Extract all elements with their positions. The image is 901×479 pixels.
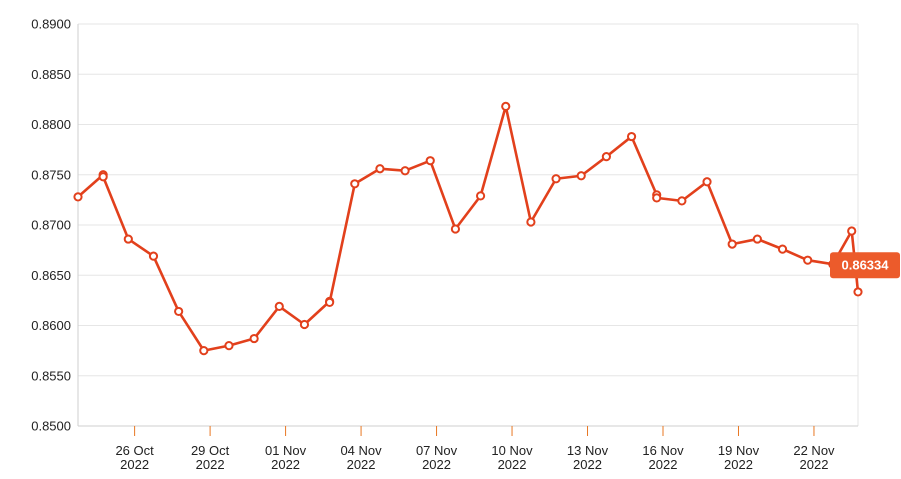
x-tick-label-year: 2022: [724, 457, 753, 472]
x-tick-label-year: 2022: [573, 457, 602, 472]
data-point: [847, 226, 857, 236]
data-point: [98, 172, 108, 182]
y-tick-label: 0.8800: [31, 117, 71, 132]
data-point: [299, 319, 310, 330]
x-tick-label-year: 2022: [347, 457, 376, 472]
x-tick-label-date: 13 Nov: [567, 443, 609, 458]
last-value-label: 0.86334: [830, 252, 900, 279]
y-axis-tick-labels: 0.8500 0.8550 0.8600 0.8650 0.8700 0.8750 0.88…: [31, 17, 71, 434]
x-tick-label-date: 29 Oct: [191, 443, 230, 458]
data-point: [576, 171, 586, 181]
data-point: [400, 166, 410, 176]
data-point: [803, 255, 813, 265]
axis-layer: [77, 24, 859, 436]
x-tick-label-year: 2022: [271, 457, 300, 472]
data-point: [148, 251, 159, 261]
data-point: [450, 224, 461, 234]
x-tick-label-year: 2022: [800, 457, 829, 472]
data-point: [425, 156, 435, 166]
y-tick-label: 0.8550: [31, 368, 71, 383]
x-tick-label-year: 2022: [649, 457, 678, 472]
data-point: [626, 131, 637, 142]
data-point: [249, 333, 259, 344]
data-point: [501, 101, 511, 112]
data-point: [526, 217, 536, 227]
data-point: [551, 174, 561, 184]
data-point: [375, 164, 385, 174]
grid-layer: [78, 23, 858, 427]
data-point: [224, 341, 234, 351]
y-tick-label: 0.8600: [31, 318, 71, 333]
y-tick-label: 0.8750: [31, 167, 71, 182]
data-point: [677, 196, 687, 206]
x-tick-label-year: 2022: [422, 457, 451, 472]
data-point: [652, 193, 662, 203]
y-tick-label: 0.8650: [31, 268, 71, 283]
x-tick-label-date: 07 Nov: [416, 443, 458, 458]
data-point: [601, 152, 611, 162]
x-tick-label-date: 04 Nov: [340, 443, 382, 458]
y-tick-label: 0.8700: [31, 218, 71, 233]
x-tick-label-date: 10 Nov: [491, 443, 533, 458]
last-value-label-text: 0.86334: [842, 258, 890, 273]
data-point: [73, 192, 83, 202]
x-tick-label-year: 2022: [120, 457, 149, 472]
data-point: [752, 234, 762, 244]
data-point: [853, 287, 863, 297]
data-point: [702, 177, 712, 187]
y-tick-label: 0.8900: [31, 17, 71, 32]
y-tick-label: 0.8850: [31, 67, 71, 82]
x-tick-label-date: 01 Nov: [265, 443, 307, 458]
data-point: [475, 191, 486, 201]
x-tick-label-date: 22 Nov: [793, 443, 835, 458]
x-tick-label-date: 26 Oct: [115, 443, 154, 458]
x-tick-label-date: 16 Nov: [642, 443, 684, 458]
series-line: [76, 105, 860, 352]
last-value-label-background: [830, 252, 900, 279]
data-point: [325, 297, 335, 307]
x-tick-label-year: 2022: [196, 457, 225, 472]
data-point: [174, 306, 184, 317]
data-point: [350, 179, 360, 189]
data-point: [199, 346, 209, 356]
x-tick-label-year: 2022: [498, 457, 527, 472]
data-point: [727, 239, 737, 249]
y-tick-label: 0.8500: [31, 419, 71, 434]
data-point: [123, 234, 133, 244]
x-tick-label-date: 19 Nov: [718, 443, 760, 458]
series-layer: [76, 105, 860, 352]
data-point: [777, 244, 788, 254]
data-point: [274, 301, 284, 312]
point-layer: [73, 101, 863, 356]
